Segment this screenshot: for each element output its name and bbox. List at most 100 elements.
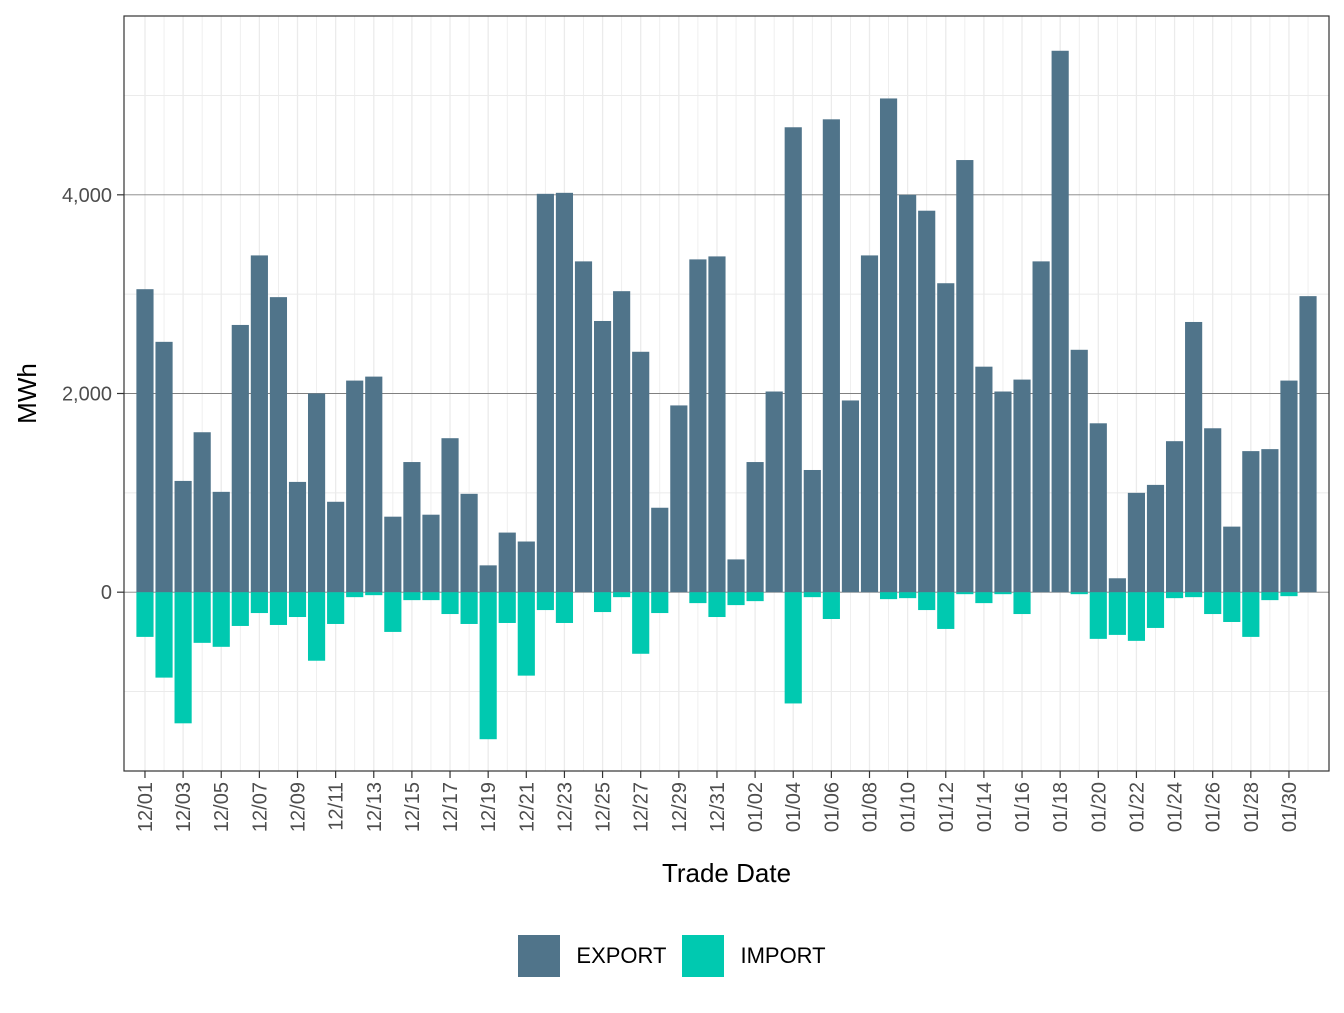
bar-import: [1204, 592, 1222, 615]
x-tick-label: 01/22: [1126, 782, 1148, 832]
bar-export: [1204, 428, 1222, 593]
legend-label-import: IMPORT: [740, 943, 826, 968]
bar-export: [269, 297, 288, 593]
bar-export: [384, 516, 402, 593]
bar-export: [1185, 321, 1203, 593]
bar-export: [517, 541, 535, 593]
bar-import: [1261, 592, 1279, 601]
x-tick-label: 12/01: [135, 782, 157, 832]
x-tick-label: 12/27: [631, 782, 653, 832]
bar-export: [803, 469, 821, 593]
y-axis-title: MWh: [12, 363, 42, 424]
x-axis-title: Trade Date: [662, 858, 791, 888]
x-tick-label: 12/17: [440, 782, 462, 832]
bar-export: [250, 255, 268, 593]
bar-export: [651, 507, 669, 593]
bar-export: [136, 289, 154, 593]
bar-import: [879, 592, 898, 600]
bars-layer: [136, 50, 1317, 740]
bar-export: [536, 193, 554, 593]
bar-import: [613, 592, 631, 598]
x-tick-label: 12/19: [478, 782, 500, 832]
x-tick-label: 01/16: [1012, 782, 1034, 832]
bar-export: [460, 493, 478, 593]
bar-export: [1242, 451, 1260, 593]
bar-export: [307, 393, 326, 593]
legend-label-export: EXPORT: [576, 943, 667, 968]
x-tick-label: 12/07: [249, 782, 271, 832]
bar-export: [822, 119, 840, 593]
bar-export: [860, 255, 879, 593]
bar-export: [1127, 492, 1146, 593]
x-tick-label: 12/09: [288, 782, 310, 832]
bar-import: [708, 592, 726, 618]
bar-import: [403, 592, 421, 601]
bar-import: [1127, 592, 1146, 641]
bar-import: [822, 592, 840, 620]
bar-export: [1013, 379, 1031, 593]
bar-export: [193, 432, 211, 593]
bar-import: [422, 592, 440, 601]
bar-export: [1146, 484, 1165, 593]
x-tick-label: 01/18: [1050, 782, 1072, 832]
bar-export: [937, 283, 955, 593]
bar-import: [288, 592, 307, 618]
x-tick-label: 01/20: [1088, 782, 1110, 832]
x-tick-label: 01/30: [1279, 782, 1301, 832]
legend: EXPORT IMPORT: [0, 934, 1344, 978]
x-tick-label: 12/15: [402, 782, 424, 832]
bar-export: [727, 559, 745, 593]
bar-export: [1089, 423, 1107, 593]
x-tick-label: 01/04: [783, 782, 805, 832]
bar-export: [365, 376, 383, 593]
bar-import: [918, 592, 936, 611]
bar-import: [155, 592, 173, 678]
bar-import: [937, 592, 955, 629]
bar-import: [1185, 592, 1203, 598]
bar-import: [1070, 592, 1088, 595]
bar-export: [1261, 449, 1279, 593]
bar-import: [536, 592, 554, 611]
bar-export: [841, 400, 860, 593]
bar-import: [384, 592, 402, 632]
bar-export: [231, 324, 249, 593]
bar-import: [689, 592, 707, 604]
bar-import: [956, 592, 974, 595]
bar-import: [994, 592, 1012, 595]
grid-layer: [124, 16, 1329, 771]
bar-export: [212, 491, 230, 593]
bar-export: [879, 98, 898, 593]
bar-export: [918, 210, 936, 593]
legend-swatch-import: [682, 935, 725, 977]
y-tick-label: 2,000: [62, 384, 112, 406]
bar-export: [1032, 261, 1050, 593]
bar-export: [670, 405, 688, 593]
bar-export: [479, 565, 497, 593]
bar-import: [1242, 592, 1260, 637]
bar-import: [460, 592, 478, 624]
bar-export: [708, 256, 726, 593]
bar-export: [956, 160, 974, 593]
bar-export: [1051, 50, 1069, 593]
x-tick-label: 12/05: [211, 782, 233, 832]
bar-import: [1146, 592, 1165, 628]
bar-export: [174, 480, 192, 593]
x-tick-label: 01/24: [1165, 782, 1187, 832]
bar-export: [288, 481, 307, 593]
x-tick-label: 12/25: [593, 782, 615, 832]
x-tick-label: 01/14: [974, 782, 996, 832]
bar-import: [746, 592, 764, 602]
y-axis: 0 2,000 4,000: [62, 185, 124, 604]
x-tick-label: 01/26: [1203, 782, 1225, 832]
bar-import: [899, 592, 917, 599]
bar-export: [327, 501, 345, 593]
bar-export: [1299, 296, 1317, 593]
bar-import: [136, 592, 154, 637]
x-tick-label: 12/13: [364, 782, 386, 832]
x-tick-label: 01/08: [859, 782, 881, 832]
bar-import: [441, 592, 459, 615]
bar-import: [250, 592, 268, 614]
bar-export: [1070, 349, 1088, 593]
